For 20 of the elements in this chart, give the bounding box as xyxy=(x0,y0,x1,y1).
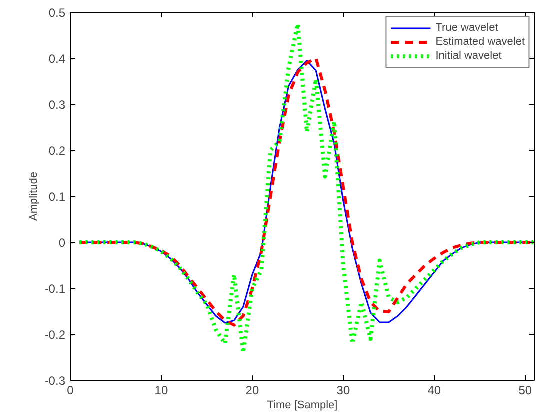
y-tick-label: 0.3 xyxy=(48,98,66,112)
legend-label: Estimated wavelet xyxy=(436,35,525,49)
x-axis-title: Time [Sample] xyxy=(267,400,338,412)
x-tick-label: 30 xyxy=(336,384,350,398)
legend-label: True wavelet xyxy=(436,21,498,35)
y-tick-label: -0.1 xyxy=(44,282,66,296)
x-tick-label: 40 xyxy=(428,384,442,398)
y-tick-label: 0.5 xyxy=(48,6,66,20)
x-tick-label: 50 xyxy=(518,384,532,398)
y-tick-label: 0.2 xyxy=(48,144,66,158)
y-tick-label: -0.3 xyxy=(44,374,66,388)
y-tick-label: -0.2 xyxy=(44,328,66,342)
y-tick-label: 0 xyxy=(58,236,66,250)
y-tick-label: 0.1 xyxy=(48,190,66,204)
x-tick-label: 10 xyxy=(154,384,168,398)
y-axis-title: Amplitude xyxy=(28,172,40,221)
x-tick-label: 0 xyxy=(67,384,74,398)
x-tick-label: 20 xyxy=(246,384,260,398)
legend-label: Initial wavelet xyxy=(436,49,502,63)
y-tick-label: 0.4 xyxy=(48,52,66,66)
